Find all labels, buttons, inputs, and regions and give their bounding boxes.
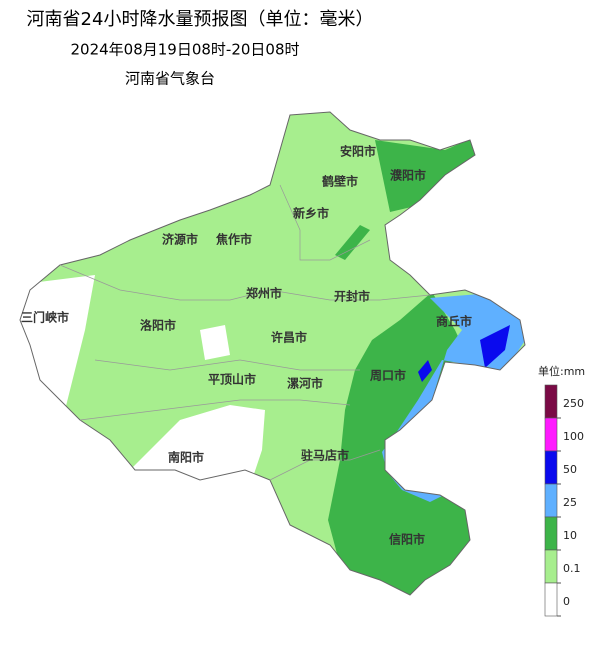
legend-swatch xyxy=(544,417,558,452)
city: 焦作市 xyxy=(215,232,252,247)
city: 三门峡市 xyxy=(21,310,69,325)
city: 安阳市 xyxy=(340,144,376,159)
title: 河南省24小时降水量预报图（单位：毫米） xyxy=(27,9,374,30)
legend-label: 0 xyxy=(563,595,570,608)
legend-swatch xyxy=(544,483,558,518)
legend-swatch xyxy=(544,450,558,485)
legend-title: 单位:mm xyxy=(538,364,585,378)
city: 许昌市 xyxy=(271,330,307,345)
city: 平顶山市 xyxy=(208,372,256,387)
city: 鹤壁市 xyxy=(322,174,358,189)
city: 郑州市 xyxy=(246,286,282,301)
city: 商丘市 xyxy=(436,314,472,329)
city: 济源市 xyxy=(162,232,198,247)
city: 新乡市 xyxy=(293,206,329,221)
rain-areas xyxy=(20,112,525,595)
city-labels: 安阳市 鹤壁市 濮阳市 新乡市 济源市 焦作市 郑州市 开封市 三门峡市 洛阳市… xyxy=(21,144,472,547)
legend-label: 250 xyxy=(563,397,584,410)
borders xyxy=(59,184,431,481)
legend-label: 50 xyxy=(563,463,577,476)
legend-swatch xyxy=(544,582,558,617)
legend-label: 0.1 xyxy=(563,562,581,575)
legend: 250 100 50 25 10 0.1 0 xyxy=(544,384,584,617)
legend-swatch xyxy=(544,516,558,551)
city: 南阳市 xyxy=(168,450,204,465)
legend-swatch xyxy=(544,384,558,419)
city: 周口市 xyxy=(370,368,406,383)
agency: 河南省气象台 xyxy=(125,70,215,87)
city: 洛阳市 xyxy=(140,318,176,333)
city: 漯河市 xyxy=(287,376,323,391)
city: 濮阳市 xyxy=(390,168,426,183)
subtitle: 2024年08月19日08时-20日08时 xyxy=(70,41,299,59)
legend-label: 25 xyxy=(563,496,577,509)
legend-label: 10 xyxy=(563,529,577,542)
city: 信阳市 xyxy=(389,532,425,547)
legend-swatch xyxy=(544,549,558,584)
legend-label: 100 xyxy=(563,430,584,443)
city: 驻马店市 xyxy=(301,448,349,463)
city: 开封市 xyxy=(334,289,370,304)
